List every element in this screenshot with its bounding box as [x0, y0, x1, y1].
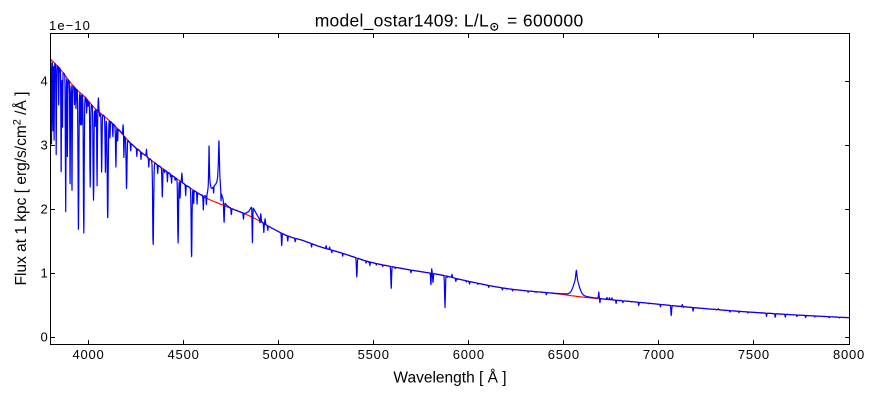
svg-text:1: 1 — [40, 266, 48, 281]
svg-text:= 600000: = 600000 — [507, 10, 584, 30]
svg-text:2: 2 — [40, 202, 48, 217]
svg-text:0: 0 — [40, 330, 48, 345]
svg-text:4: 4 — [40, 74, 48, 89]
svg-text:7500: 7500 — [738, 347, 770, 362]
svg-text:1e−10: 1e−10 — [49, 18, 91, 33]
svg-text:6000: 6000 — [453, 347, 485, 362]
svg-text:8000: 8000 — [833, 347, 865, 362]
svg-text:5500: 5500 — [358, 347, 390, 362]
svg-text:7000: 7000 — [643, 347, 675, 362]
svg-text:3: 3 — [40, 138, 48, 153]
svg-text:6500: 6500 — [548, 347, 580, 362]
svg-text:Flux at 1 kpc [ erg/s/cm2 /Å ]: Flux at 1 kpc [ erg/s/cm2 /Å ] — [12, 92, 31, 286]
svg-text:model_ostar1409: L/L: model_ostar1409: L/L — [315, 10, 489, 31]
svg-text:5000: 5000 — [263, 347, 295, 362]
svg-text:4000: 4000 — [72, 347, 104, 362]
svg-text:4500: 4500 — [168, 347, 200, 362]
svg-text:Wavelength [ Å ]: Wavelength [ Å ] — [393, 370, 506, 387]
